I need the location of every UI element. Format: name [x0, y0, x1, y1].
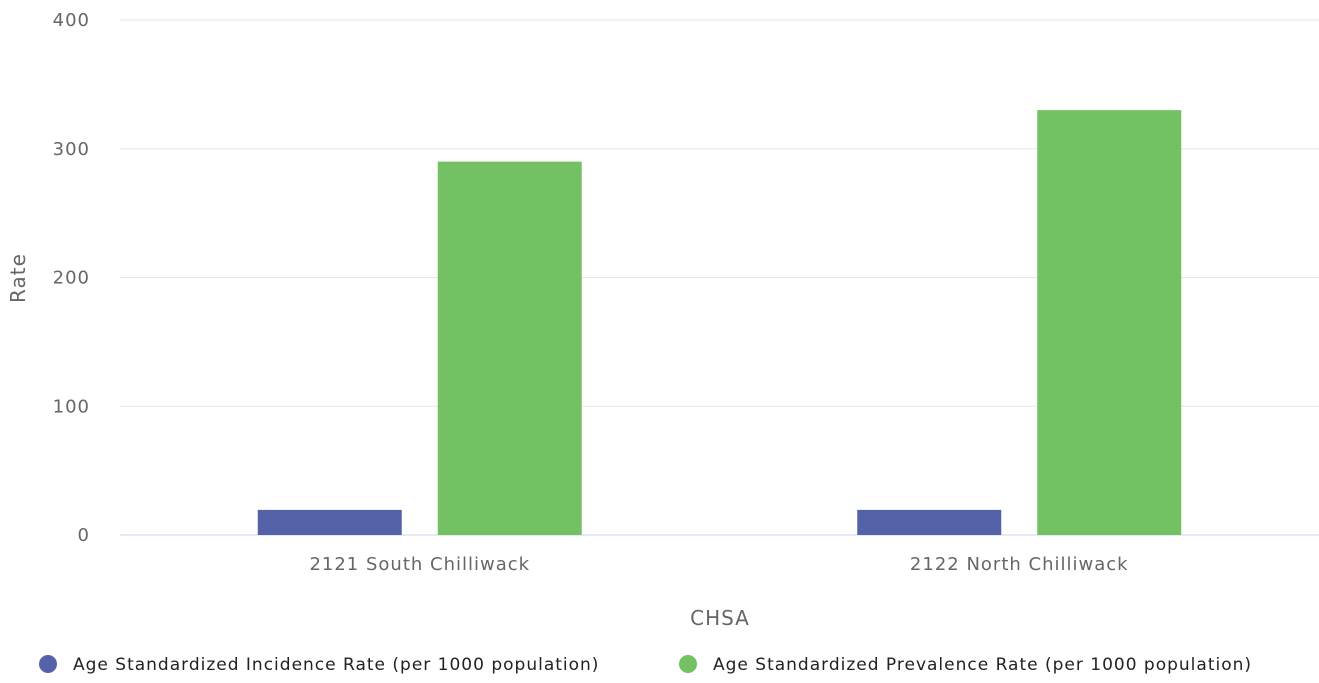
x-axis-title: CHSA [690, 606, 750, 630]
y-tick-label: 400 [53, 10, 90, 31]
y-axis-ticks: 0 100 200 300 400 [53, 10, 90, 546]
bar-incidence-0[interactable] [257, 509, 402, 535]
y-tick-label: 200 [53, 268, 90, 289]
legend-label: Age Standardized Prevalence Rate (per 10… [713, 655, 1252, 675]
bar-prevalence-0[interactable] [437, 161, 582, 535]
legend: Age Standardized Incidence Rate (per 100… [39, 655, 1252, 675]
legend-item-incidence[interactable]: Age Standardized Incidence Rate (per 100… [39, 655, 599, 675]
y-tick-label: 100 [53, 396, 90, 417]
bar-prevalence-1[interactable] [1037, 110, 1182, 535]
legend-label: Age Standardized Incidence Rate (per 100… [73, 655, 599, 675]
x-tick-label: 2121 South Chilliwack [309, 554, 530, 575]
legend-marker-icon [39, 655, 57, 673]
x-axis-ticks: 2121 South Chilliwack 2122 North Chilliwa… [309, 554, 1129, 575]
y-tick-label: 0 [78, 525, 90, 546]
bars [257, 110, 1182, 535]
y-axis-title: Rate [6, 253, 30, 303]
legend-item-prevalence[interactable]: Age Standardized Prevalence Rate (per 10… [679, 655, 1252, 675]
legend-marker-icon [679, 655, 697, 673]
bar-incidence-1[interactable] [857, 509, 1002, 535]
y-tick-label: 300 [53, 139, 90, 160]
x-tick-label: 2122 North Chilliwack [910, 554, 1129, 575]
